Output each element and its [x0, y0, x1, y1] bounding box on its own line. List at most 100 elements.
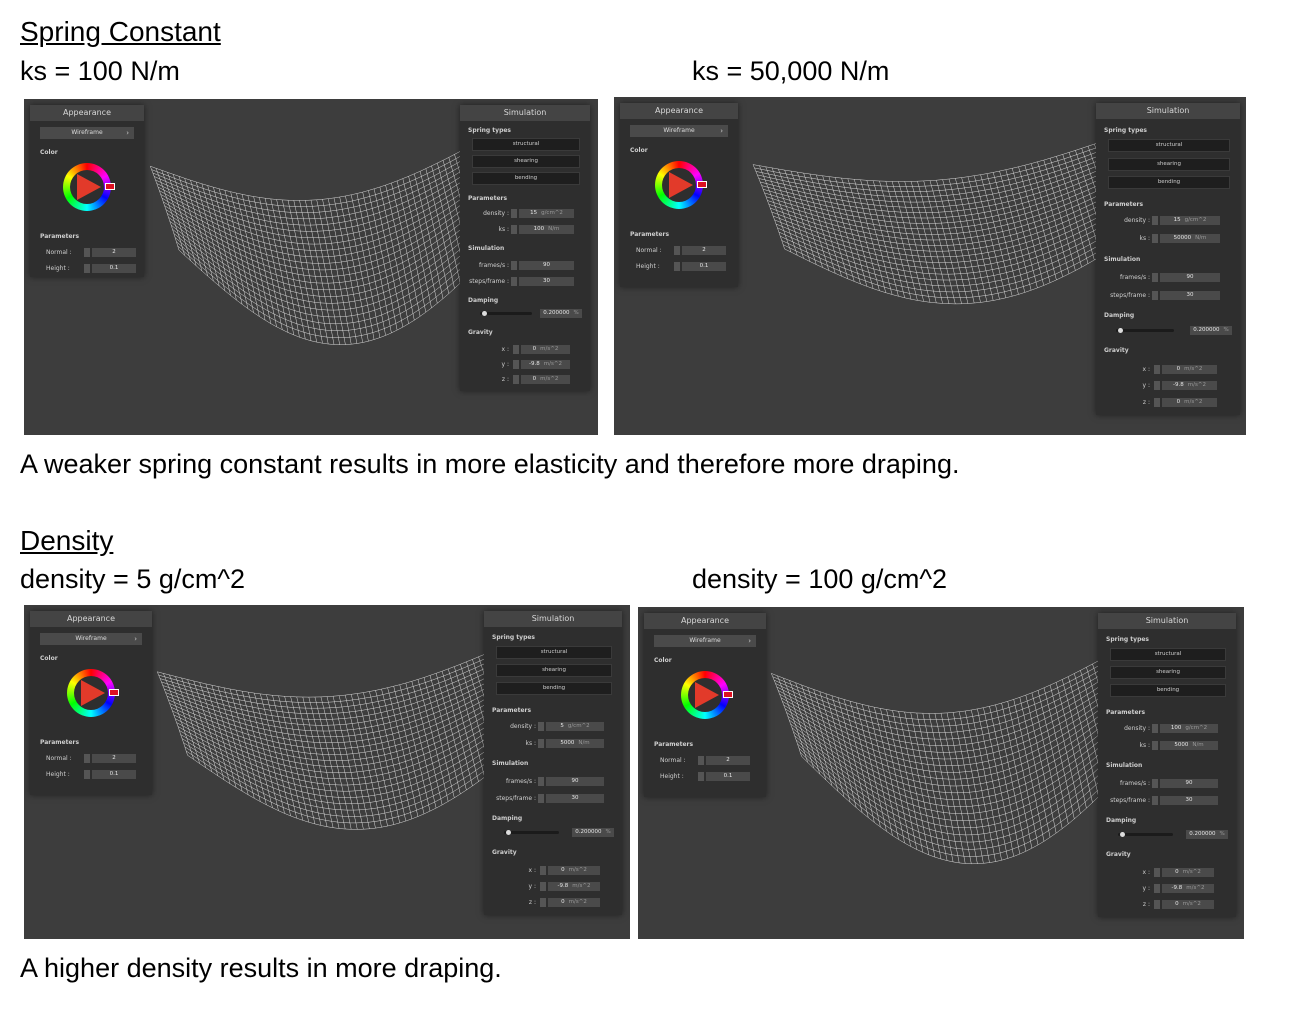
fps-field[interactable]: 90 — [1160, 779, 1218, 788]
spf-field[interactable]: 30 — [519, 277, 574, 286]
damping-slider-knob[interactable] — [1118, 328, 1123, 333]
normal-spinner[interactable] — [84, 754, 90, 763]
color-triangle[interactable] — [669, 172, 693, 198]
gravity-y-field[interactable]: -9.8 m/s^2 — [1162, 381, 1217, 390]
ks-spinner[interactable] — [538, 739, 544, 748]
height-field[interactable]: 0.1 — [682, 262, 726, 271]
density-field[interactable]: 5 g/cm^2 — [546, 722, 604, 731]
density-field[interactable]: 15 g/cm^2 — [1160, 216, 1220, 225]
normal-field[interactable]: 2 — [682, 246, 726, 255]
gravity-y-spinner[interactable] — [1154, 884, 1160, 893]
height-field[interactable]: 0.1 — [706, 772, 750, 781]
shearing-toggle[interactable]: shearing — [1110, 666, 1226, 679]
fps-field[interactable]: 90 — [1160, 273, 1220, 282]
damping-slider-knob[interactable] — [506, 830, 511, 835]
render-mode-dropdown[interactable]: Wireframe › — [654, 635, 756, 647]
gravity-z-field[interactable]: 0 m/s^2 — [521, 375, 570, 384]
fps-field[interactable]: 90 — [546, 777, 604, 786]
gravity-z-spinner[interactable] — [1154, 900, 1160, 909]
gravity-z-field[interactable]: 0 m/s^2 — [1162, 900, 1214, 909]
gravity-x-spinner[interactable] — [540, 866, 546, 875]
normal-spinner[interactable] — [674, 246, 680, 255]
fps-field[interactable]: 90 — [519, 261, 574, 270]
density-spinner[interactable] — [1152, 216, 1158, 225]
density-spinner[interactable] — [538, 722, 544, 731]
normal-field[interactable]: 2 — [706, 756, 750, 765]
damping-slider[interactable] — [504, 831, 559, 834]
spf-spinner[interactable] — [511, 277, 517, 286]
height-spinner[interactable] — [698, 772, 704, 781]
gravity-x-field[interactable]: 0 m/s^2 — [548, 866, 600, 875]
gravity-x-field[interactable]: 0 m/s^2 — [1162, 365, 1217, 374]
bending-toggle[interactable]: bending — [1110, 684, 1226, 697]
color-triangle[interactable] — [77, 174, 101, 200]
fps-spinner[interactable] — [538, 777, 544, 786]
bending-toggle[interactable]: bending — [472, 172, 580, 185]
damping-field[interactable]: 0.200000% — [540, 309, 582, 318]
bending-toggle[interactable]: bending — [1108, 176, 1230, 189]
damping-slider-knob[interactable] — [1120, 832, 1125, 837]
fps-spinner[interactable] — [1152, 779, 1158, 788]
damping-slider[interactable] — [480, 312, 532, 315]
ks-field[interactable]: 5000 N/m — [1160, 741, 1218, 750]
ks-field[interactable]: 5000 N/m — [546, 739, 604, 748]
spf-field[interactable]: 30 — [546, 794, 604, 803]
hue-marker[interactable] — [105, 183, 115, 190]
ks-spinner[interactable] — [1152, 741, 1158, 750]
gravity-z-field[interactable]: 0 m/s^2 — [548, 898, 600, 907]
normal-spinner[interactable] — [698, 756, 704, 765]
gravity-y-field[interactable]: -9.8 m/s^2 — [548, 882, 600, 891]
spf-field[interactable]: 30 — [1160, 291, 1220, 300]
spf-spinner[interactable] — [1152, 796, 1158, 805]
gravity-z-spinner[interactable] — [540, 898, 546, 907]
density-spinner[interactable] — [1152, 724, 1158, 733]
gravity-y-field[interactable]: -9.8 m/s^2 — [521, 360, 570, 369]
gravity-x-spinner[interactable] — [1154, 868, 1160, 877]
fps-spinner[interactable] — [511, 261, 517, 270]
gravity-z-spinner[interactable] — [513, 375, 519, 384]
structural-toggle[interactable]: structural — [1108, 139, 1230, 152]
ks-spinner[interactable] — [1152, 234, 1158, 243]
gravity-x-spinner[interactable] — [1154, 365, 1160, 374]
ks-spinner[interactable] — [511, 225, 517, 234]
structural-toggle[interactable]: structural — [472, 138, 580, 151]
height-spinner[interactable] — [674, 262, 680, 271]
bending-toggle[interactable]: bending — [496, 682, 612, 695]
height-spinner[interactable] — [84, 264, 90, 273]
structural-toggle[interactable]: structural — [1110, 648, 1226, 661]
shearing-toggle[interactable]: shearing — [472, 155, 580, 168]
damping-field[interactable]: 0.200000% — [572, 828, 614, 837]
gravity-x-field[interactable]: 0 m/s^2 — [521, 345, 570, 354]
hue-marker[interactable] — [723, 691, 733, 698]
gravity-z-field[interactable]: 0 m/s^2 — [1162, 398, 1217, 407]
gravity-y-spinner[interactable] — [513, 360, 519, 369]
render-mode-dropdown[interactable]: Wireframe › — [630, 125, 728, 137]
ks-field[interactable]: 50000 N/m — [1160, 234, 1220, 243]
gravity-x-spinner[interactable] — [513, 345, 519, 354]
normal-field[interactable]: 2 — [92, 248, 136, 257]
color-triangle[interactable] — [81, 680, 105, 706]
gravity-y-field[interactable]: -9.8 m/s^2 — [1162, 884, 1214, 893]
spf-spinner[interactable] — [538, 794, 544, 803]
damping-slider[interactable] — [1116, 329, 1174, 332]
fps-spinner[interactable] — [1152, 273, 1158, 282]
normal-spinner[interactable] — [84, 248, 90, 257]
density-field[interactable]: 100 g/cm^2 — [1160, 724, 1218, 733]
render-mode-dropdown[interactable]: Wireframe › — [40, 127, 134, 139]
shearing-toggle[interactable]: shearing — [1108, 158, 1230, 171]
height-field[interactable]: 0.1 — [92, 264, 136, 273]
color-triangle[interactable] — [695, 682, 719, 708]
height-spinner[interactable] — [84, 770, 90, 779]
gravity-x-field[interactable]: 0 m/s^2 — [1162, 868, 1214, 877]
gravity-y-spinner[interactable] — [1154, 381, 1160, 390]
gravity-z-spinner[interactable] — [1154, 398, 1160, 407]
render-mode-dropdown[interactable]: Wireframe › — [40, 633, 142, 645]
hue-marker[interactable] — [697, 181, 707, 188]
ks-field[interactable]: 100 N/m — [519, 225, 574, 234]
damping-slider-knob[interactable] — [482, 311, 487, 316]
damping-field[interactable]: 0.200000% — [1190, 326, 1232, 335]
damping-slider[interactable] — [1118, 833, 1173, 836]
height-field[interactable]: 0.1 — [92, 770, 136, 779]
density-spinner[interactable] — [511, 209, 517, 218]
gravity-y-spinner[interactable] — [540, 882, 546, 891]
